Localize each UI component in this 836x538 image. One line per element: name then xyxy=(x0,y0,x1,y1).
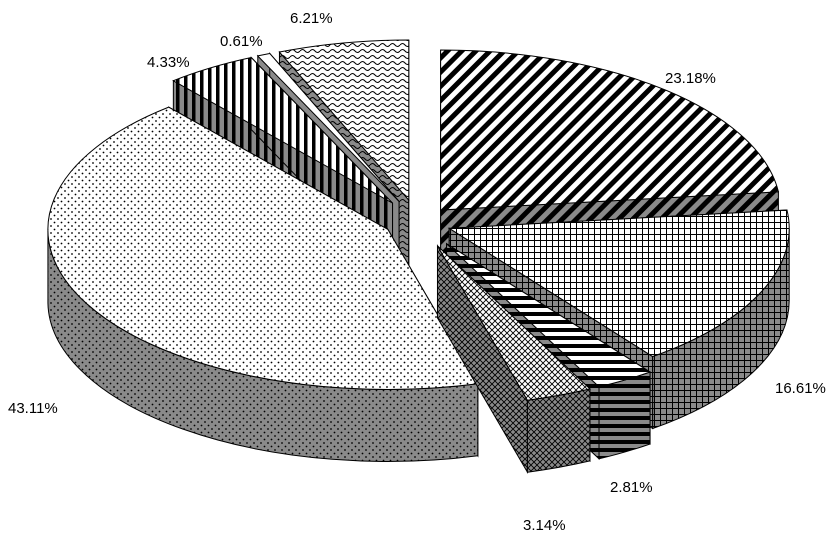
slice-label-4: 3.14% xyxy=(523,517,566,534)
pie-slice-5-top xyxy=(47,106,479,390)
pie-slice-1-top xyxy=(440,49,780,211)
slice-label-1: 23.18% xyxy=(665,70,716,87)
slice-label-7: 0.61% xyxy=(220,33,263,50)
pie-slices xyxy=(47,39,790,475)
pie-slice-2-top xyxy=(447,209,790,358)
pie-slice-4-top xyxy=(437,245,591,401)
pie-slice-7-top xyxy=(256,52,400,202)
pie-slice-8-top xyxy=(278,39,410,202)
slice-label-3: 2.81% xyxy=(610,479,653,496)
slice-label-2: 16.61% xyxy=(775,380,826,397)
slice-label-5: 43.11% xyxy=(8,400,58,417)
pie-slice-6-top xyxy=(172,56,393,204)
pie-slice-5 xyxy=(47,106,479,462)
pie-slice-4 xyxy=(436,244,591,475)
slice-labels: 23.18% 16.61% 2.81% 3.14% 43.11% 4.33% 0.61% 6.… xyxy=(8,10,826,534)
pie-slice-4-side xyxy=(526,388,591,473)
slice-label-8: 6.21% xyxy=(290,10,333,27)
pie-slice-3-top xyxy=(446,243,652,388)
slice-label-6: 4.33% xyxy=(147,54,190,71)
